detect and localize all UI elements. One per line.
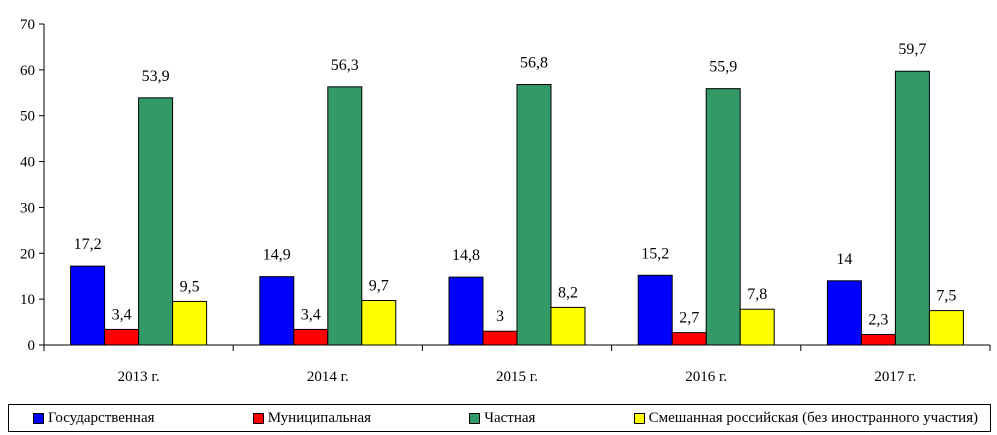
x-tick-label: 2017 г. bbox=[874, 369, 916, 385]
data-label: 3,4 bbox=[301, 306, 321, 323]
chart: 0 10 20 30 40 50 60 70 17,2 3,4 53,9 9,5 2013 г. 14,9… bbox=[20, 17, 991, 385]
bar bbox=[361, 300, 397, 346]
y-tick-label: 30 bbox=[20, 200, 35, 216]
data-label: 56,3 bbox=[331, 57, 359, 74]
legend-item: Муниципальная bbox=[252, 409, 372, 427]
legend-item: Смешанная российская (без иностранного у… bbox=[633, 409, 978, 427]
bar bbox=[70, 265, 106, 346]
bar bbox=[739, 308, 775, 346]
legend-item: Частная bbox=[469, 410, 535, 427]
data-label: 55,9 bbox=[709, 59, 737, 76]
data-label: 15,2 bbox=[641, 245, 669, 262]
data-label: 7,8 bbox=[747, 286, 767, 303]
bar bbox=[104, 328, 140, 346]
data-label: 56,8 bbox=[520, 55, 548, 72]
bar bbox=[705, 88, 741, 346]
legend-swatch bbox=[33, 412, 44, 424]
legend-label: Частная bbox=[484, 409, 536, 426]
x-tick-label: 2014 г. bbox=[307, 369, 349, 385]
bar bbox=[259, 276, 295, 346]
x-tick-label: 2015 г. bbox=[496, 369, 538, 385]
y-tick-label: 70 bbox=[20, 17, 35, 33]
bar bbox=[550, 306, 586, 346]
y-tick-label: 60 bbox=[20, 63, 35, 79]
legend-swatch bbox=[252, 412, 264, 424]
bar bbox=[860, 333, 896, 346]
bar bbox=[894, 70, 930, 346]
data-label: 9,7 bbox=[369, 278, 389, 295]
y-tick-label: 40 bbox=[20, 155, 35, 171]
data-label: 7,5 bbox=[936, 288, 956, 305]
x-tick-label: 2013 г. bbox=[118, 369, 160, 385]
bar bbox=[138, 97, 174, 346]
bar bbox=[928, 310, 964, 346]
data-label: 8,2 bbox=[558, 284, 578, 301]
y-tick-label: 0 bbox=[28, 338, 36, 354]
legend-label: Муниципальная bbox=[267, 409, 372, 426]
bar bbox=[172, 300, 208, 346]
bar bbox=[327, 86, 363, 346]
legend: Государственная Муниципальная Частная Смеша… bbox=[8, 404, 991, 432]
bar bbox=[448, 276, 484, 346]
bar bbox=[826, 280, 862, 346]
data-label: 17,2 bbox=[74, 236, 102, 253]
data-label: 2,7 bbox=[679, 310, 699, 327]
bar bbox=[671, 332, 707, 346]
legend-item: Государственная bbox=[33, 410, 155, 427]
data-label: 14 bbox=[836, 251, 852, 268]
legend-swatch bbox=[469, 412, 481, 424]
y-tick-label: 20 bbox=[20, 246, 35, 262]
data-label: 9,5 bbox=[180, 278, 200, 295]
legend-swatch bbox=[633, 412, 645, 424]
y-tick-label: 10 bbox=[20, 292, 35, 308]
bar bbox=[293, 328, 329, 346]
bar bbox=[482, 330, 518, 346]
data-label: 53,9 bbox=[142, 68, 170, 85]
data-label: 14,9 bbox=[263, 247, 291, 264]
bar bbox=[516, 84, 552, 346]
bar bbox=[637, 274, 673, 346]
legend-label: Смешанная российская (без иностранного у… bbox=[648, 409, 978, 426]
x-tick-label: 2016 г. bbox=[685, 369, 727, 385]
data-label: 59,7 bbox=[898, 41, 926, 58]
y-tick-label: 50 bbox=[20, 109, 35, 125]
data-label: 3 bbox=[496, 308, 504, 325]
data-label: 3,4 bbox=[112, 306, 132, 323]
legend-label: Государственная bbox=[48, 409, 155, 426]
data-label: 2,3 bbox=[868, 311, 888, 328]
data-label: 14,8 bbox=[452, 247, 480, 264]
